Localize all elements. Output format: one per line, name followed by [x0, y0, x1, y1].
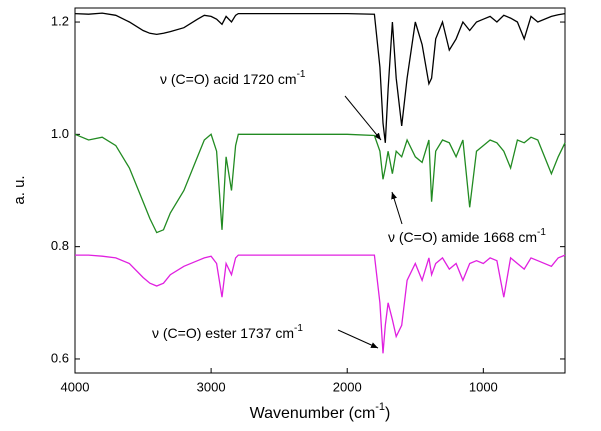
- plot-frame: [74, 7, 566, 374]
- y-tick-label: 1.0: [51, 126, 69, 141]
- annotation-arrow: [344, 95, 382, 141]
- annotation-sup: -1: [297, 69, 306, 80]
- x-tick-label: 3000: [197, 379, 226, 394]
- annotation-sup: -1: [294, 323, 303, 334]
- annotations: ν (C=O) acid 1720 cm-1ν (C=O) amide 1668…: [152, 69, 546, 349]
- spectrum-line: [74, 133, 566, 234]
- spectrum-line: [75, 254, 566, 354]
- y-tick-label: 0.6: [51, 350, 69, 365]
- annotation: ν (C=O) ester 1737 cm-1: [152, 323, 303, 341]
- x-axis-title-main: Wavenumber (cm: [250, 405, 376, 422]
- y-tick-label: 1.2: [51, 13, 69, 28]
- annotation-text: ν (C=O) amide 1668 cm: [388, 229, 537, 245]
- annotation-sup: -1: [537, 227, 546, 238]
- annotation: ν (C=O) acid 1720 cm-1: [160, 69, 306, 87]
- x-tick-label: 4000: [61, 379, 90, 394]
- x-tick-label: 2000: [333, 379, 362, 394]
- annotation: ν (C=O) amide 1668 cm-1: [388, 227, 546, 245]
- annotation-text: ν (C=O) ester 1737 cm: [152, 325, 294, 341]
- x-axis-title-sup: -1: [375, 401, 385, 413]
- annotation-text: ν (C=O) acid 1720 cm: [160, 71, 297, 87]
- x-axis-title: Wavenumber (cm-1): [250, 401, 391, 422]
- y-tick-label: 0.8: [51, 238, 69, 253]
- annotation-arrow: [337, 329, 379, 349]
- annotation-arrow: [391, 191, 403, 225]
- x-tick-label: 1000: [469, 379, 498, 394]
- x-axis-title-end: ): [385, 405, 390, 422]
- y-axis-title: a. u.: [11, 175, 28, 204]
- spectrum-line: [74, 12, 566, 143]
